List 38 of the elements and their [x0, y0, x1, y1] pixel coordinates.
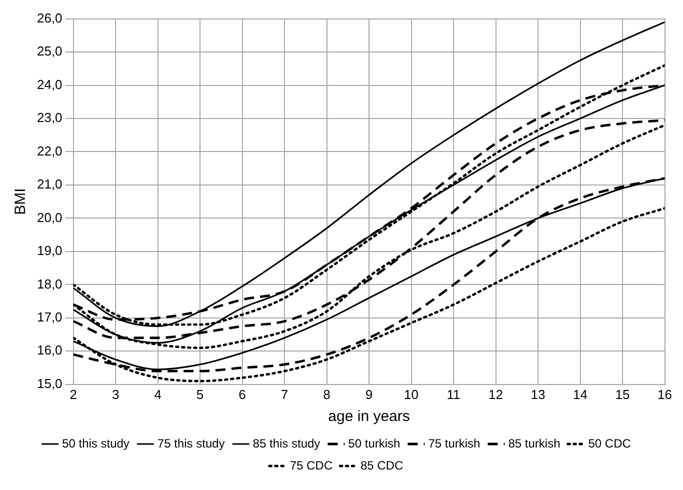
y-tick-label: 20,0 [36, 210, 62, 225]
x-tick-label: 9 [365, 386, 373, 402]
legend-label: 85 CDC [360, 458, 404, 472]
x-tick-label: 2 [70, 386, 77, 402]
x-tick-label: 3 [112, 386, 120, 402]
legend-label: 50 CDC [588, 436, 632, 450]
x-tick-label: 11 [446, 386, 460, 402]
legend-label: 75 this study [157, 436, 225, 450]
x-tick-label: 6 [238, 386, 246, 402]
y-tick-label: 24,0 [36, 76, 62, 92]
y-tick-label: 26,0 [36, 10, 62, 26]
legend-label: 50 this study [62, 436, 130, 450]
y-axis-title: BMI [12, 188, 30, 215]
y-tick-label: 19,0 [36, 243, 62, 258]
legend-label: 50 turkish [348, 436, 400, 450]
legend-label: 75 turkish [428, 436, 480, 450]
y-tick-label: 25,0 [36, 44, 62, 59]
y-tick-label: 23,0 [36, 110, 62, 126]
y-tick-label: 17,0 [36, 310, 62, 325]
x-tick-label: 8 [323, 386, 330, 402]
x-tick-label: 4 [154, 386, 162, 402]
x-tick-label: 15 [615, 386, 630, 402]
y-tick-label: 18,0 [36, 276, 62, 292]
y-tick-label: 16,0 [36, 342, 62, 358]
x-tick-label: 7 [280, 386, 288, 402]
x-axis-title: age in years [328, 408, 410, 426]
y-tick-label: 21,0 [36, 176, 62, 192]
x-tick-label: 10 [404, 386, 419, 402]
legend-label: 85 turkish [508, 436, 560, 450]
legend-label: 75 CDC [290, 458, 333, 472]
x-tick-label: 14 [573, 386, 588, 402]
x-tick-label: 13 [530, 386, 546, 402]
x-tick-label: 12 [488, 386, 504, 402]
legend-label: 85 this study [252, 436, 320, 450]
y-tick-label: 22,0 [36, 143, 62, 158]
x-tick-label: 5 [196, 386, 204, 402]
x-tick-label: 16 [658, 386, 672, 402]
y-tick-label: 15,0 [36, 376, 62, 391]
